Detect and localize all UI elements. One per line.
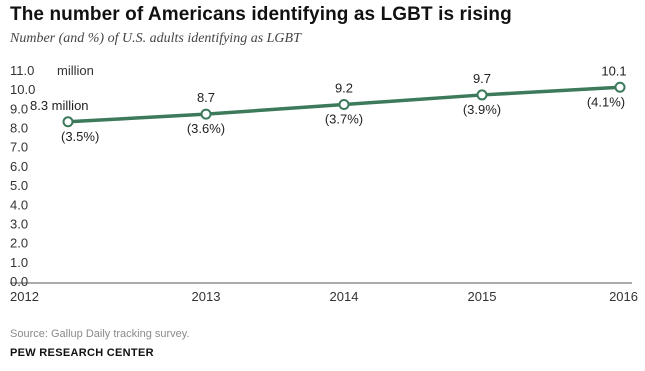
y-tick-label: 8.0 — [10, 121, 28, 136]
y-unit-label: million — [57, 63, 94, 78]
data-percent-label: (3.9%) — [463, 102, 501, 117]
data-point-marker — [476, 89, 488, 101]
data-percent-label: (3.5%) — [61, 129, 99, 144]
data-point-marker — [200, 108, 212, 120]
data-point-marker — [338, 99, 350, 111]
publisher-logo-text: PEW RESEARCH CENTER — [10, 347, 154, 359]
y-tick-label: 4.0 — [10, 197, 28, 212]
data-value-label: 8.7 — [197, 90, 215, 105]
data-value-label: 8.3 million — [30, 98, 89, 113]
y-tick-label: 7.0 — [10, 140, 28, 155]
data-value-label: 9.7 — [473, 71, 491, 86]
x-tick-label: 2014 — [330, 289, 359, 304]
y-tick-label: 2.0 — [10, 236, 28, 251]
x-tick-label: 2016 — [609, 289, 638, 304]
data-percent-label: (3.7%) — [325, 112, 363, 127]
data-point-marker — [614, 81, 626, 93]
x-tick-label: 2012 — [10, 289, 39, 304]
y-tick-label: 3.0 — [10, 216, 28, 231]
source-note: Source: Gallup Daily tracking survey. — [10, 328, 190, 340]
y-tick-label: 10.0 — [10, 82, 35, 97]
data-percent-label: (3.6%) — [187, 121, 225, 136]
x-tick-label: 2015 — [468, 289, 497, 304]
data-value-label: 9.2 — [335, 81, 353, 96]
data-point-marker — [62, 116, 74, 128]
chart-subtitle: Number (and %) of U.S. adults identifyin… — [10, 31, 301, 46]
y-tick-label: 5.0 — [10, 178, 28, 193]
data-percent-label: (4.1%) — [587, 94, 625, 109]
y-tick-label: 6.0 — [10, 159, 28, 174]
y-tick-label: 1.0 — [10, 255, 28, 270]
y-tick-label: 11.0 — [10, 63, 34, 78]
y-tick-label: 0.0 — [10, 274, 28, 289]
data-value-label: 10.1 — [601, 63, 626, 78]
y-tick-label: 9.0 — [10, 101, 28, 116]
x-tick-label: 2013 — [192, 289, 221, 304]
chart-title: The number of Americans identifying as L… — [10, 4, 512, 25]
